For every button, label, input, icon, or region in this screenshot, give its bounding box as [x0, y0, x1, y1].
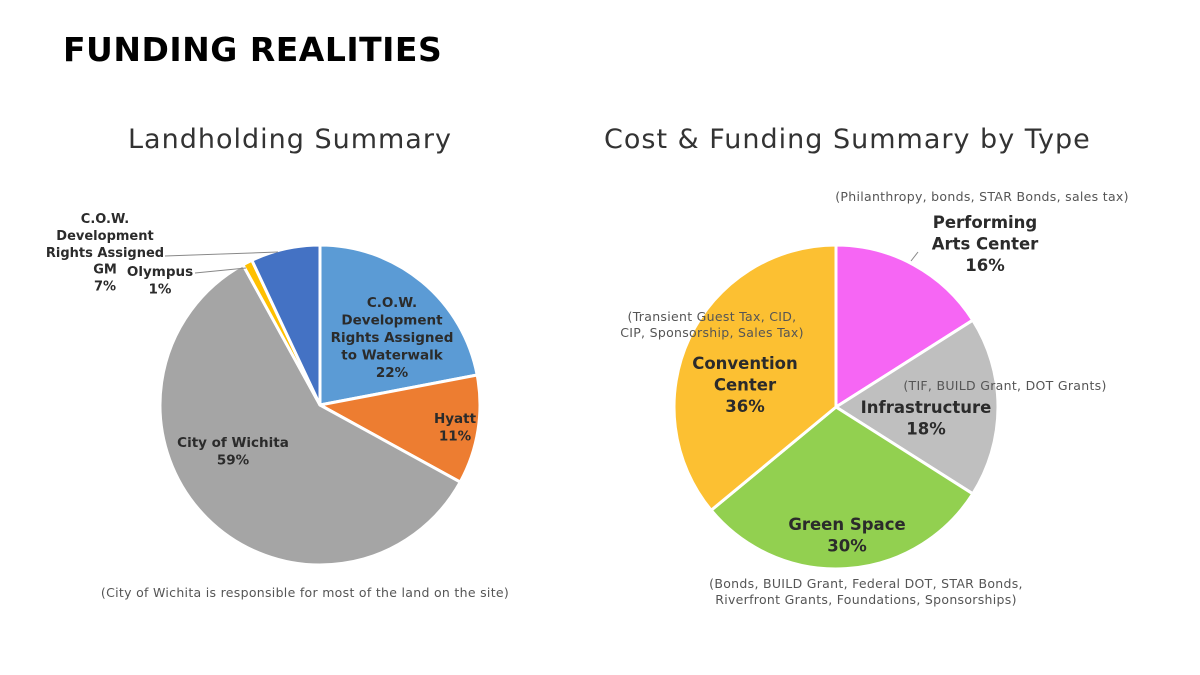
- leader-line-1-5: [164, 251, 279, 257]
- funding-chart-title: Cost & Funding Summary by Type: [604, 124, 1091, 155]
- slice-label-1-2: Hyatt 11%: [434, 411, 477, 445]
- pie-slice-2-1: [834, 243, 975, 409]
- pie-slice-1-3: [158, 263, 462, 567]
- slice-note-2-3: (Bonds, BUILD Grant, Federal DOT, STAR B…: [709, 576, 1023, 607]
- slice-label-1-3: City of Wichita 59%: [177, 435, 289, 469]
- chart-caption-1: (City of Wichita is responsible for most…: [101, 585, 509, 600]
- leader-line-1-4: [194, 267, 247, 274]
- pie-chart-1: [158, 243, 482, 567]
- slice-label-1-5: C.O.W. Development Rights Assigned GM 7%: [46, 212, 164, 295]
- landholding-chart-title: Landholding Summary: [128, 124, 452, 155]
- pie-slice-2-3: [709, 405, 975, 571]
- pie-slice-1-1: [318, 243, 479, 407]
- slice-note-2-1: (Philanthropy, bonds, STAR Bonds, sales …: [835, 189, 1129, 204]
- slice-label-1-1: C.O.W. Development Rights Assigned to Water…: [331, 295, 454, 381]
- pie-slice-1-5: [250, 243, 322, 407]
- pie-chart-2: [672, 243, 1000, 571]
- slice-label-1-4: Olympus 1%: [127, 264, 193, 298]
- slice-note-2-4: (Transient Guest Tax, CID, CIP, Sponsorsh…: [620, 309, 804, 340]
- page-title: FUNDING REALITIES: [63, 30, 443, 69]
- slice-label-2-2: Infrastructure 18%: [861, 398, 992, 438]
- slice-label-2-4: Convention Center 36%: [692, 354, 798, 416]
- slice-label-2-3: Green Space 30%: [788, 515, 905, 555]
- pie-slice-2-2: [834, 318, 1000, 496]
- leader-line-2-1: [910, 251, 919, 262]
- slice-note-2-2: (TIF, BUILD Grant, DOT Grants): [903, 378, 1106, 393]
- slice-label-2-1: Performing Arts Center 16%: [932, 213, 1039, 275]
- pie-slice-2-4: [672, 243, 838, 512]
- pie-slice-1-2: [318, 373, 482, 484]
